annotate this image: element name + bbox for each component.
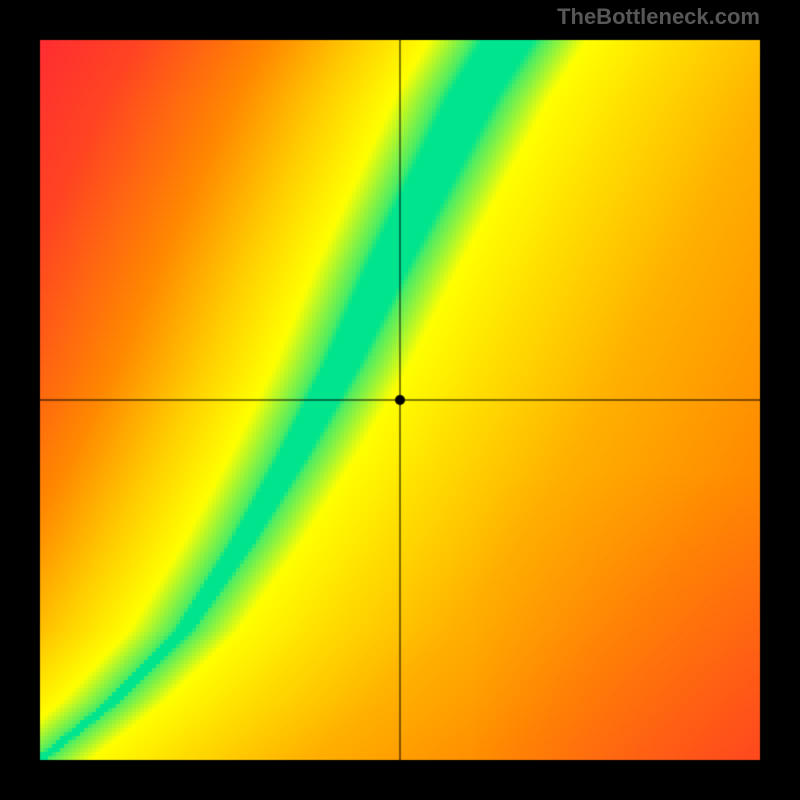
chart-container: TheBottleneck.com xyxy=(0,0,800,800)
bottleneck-heatmap-canvas xyxy=(0,0,800,800)
watermark-text: TheBottleneck.com xyxy=(557,4,760,30)
